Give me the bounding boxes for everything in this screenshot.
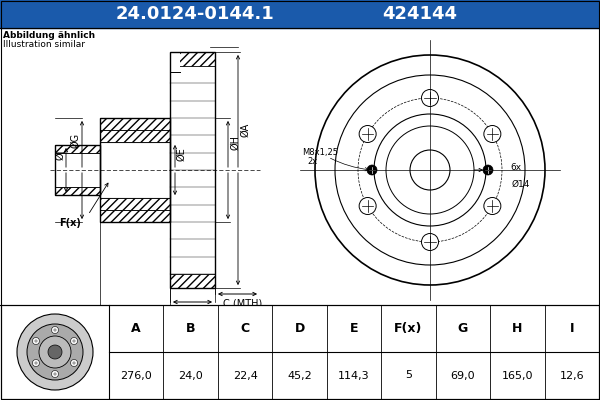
Bar [170, 52, 215, 288]
Text: 165,0: 165,0 [502, 370, 533, 380]
Circle shape [410, 150, 450, 190]
Circle shape [32, 360, 40, 366]
Circle shape [17, 314, 93, 390]
Text: 114,3: 114,3 [338, 370, 370, 380]
Circle shape [359, 126, 376, 142]
Bar [55, 153, 100, 187]
Text: D: D [131, 316, 139, 326]
Text: 22,4: 22,4 [233, 370, 257, 380]
Circle shape [484, 198, 501, 214]
Bar [55, 187, 100, 195]
Circle shape [71, 338, 77, 344]
Text: Illustration similar: Illustration similar [3, 40, 85, 49]
Text: 45,2: 45,2 [287, 370, 312, 380]
Text: ØG: ØG [70, 132, 80, 148]
Text: E: E [350, 322, 358, 335]
Text: Ø111: Ø111 [438, 176, 462, 185]
Text: 24.0124-0144.1: 24.0124-0144.1 [116, 5, 274, 23]
Circle shape [484, 126, 501, 142]
Bar [1, 305, 599, 399]
Bar [55, 145, 100, 153]
Text: F(x): F(x) [59, 218, 81, 228]
Bar [170, 66, 215, 274]
Text: H: H [512, 322, 523, 335]
Circle shape [32, 338, 40, 344]
Circle shape [48, 345, 62, 359]
Text: C (MTH): C (MTH) [223, 298, 262, 308]
Circle shape [386, 126, 474, 214]
Text: 24,0: 24,0 [178, 370, 203, 380]
Text: 69,0: 69,0 [451, 370, 475, 380]
Bar [170, 52, 180, 72]
Bar [100, 130, 170, 210]
Circle shape [27, 324, 83, 380]
Circle shape [374, 114, 486, 226]
Circle shape [52, 370, 58, 378]
Circle shape [367, 165, 377, 175]
Text: ØH: ØH [230, 134, 240, 150]
Text: 6x: 6x [510, 164, 521, 172]
Text: D: D [295, 322, 305, 335]
Text: 12,6: 12,6 [559, 370, 584, 380]
Bar [0, 0, 600, 28]
Bar [100, 118, 170, 222]
Circle shape [359, 198, 376, 214]
Text: Abbildung ähnlich: Abbildung ähnlich [3, 31, 95, 40]
Bar [100, 210, 170, 222]
Text: ØA: ØA [240, 123, 250, 137]
Circle shape [483, 165, 493, 175]
Bar [170, 274, 215, 288]
Text: 424144: 424144 [383, 5, 458, 23]
Circle shape [421, 90, 439, 106]
Text: ØE: ØE [176, 147, 186, 161]
Bar [55, 145, 100, 195]
Text: C: C [241, 322, 250, 335]
Circle shape [421, 234, 439, 250]
Bar [100, 130, 170, 142]
Bar [100, 118, 170, 130]
Text: F(x): F(x) [394, 322, 422, 335]
Circle shape [310, 50, 550, 290]
Bar [170, 52, 215, 66]
Text: 276,0: 276,0 [121, 370, 152, 380]
Bar [100, 142, 170, 198]
Circle shape [335, 75, 525, 265]
Text: Ø14: Ø14 [512, 180, 530, 188]
Bar [100, 198, 170, 210]
Text: B: B [186, 322, 196, 335]
Text: B: B [189, 306, 196, 316]
Text: A: A [131, 322, 141, 335]
Text: G: G [458, 322, 468, 335]
Text: 2x: 2x [307, 158, 317, 166]
Text: 5: 5 [405, 370, 412, 380]
Circle shape [71, 360, 77, 366]
Text: M8x1,25: M8x1,25 [302, 148, 338, 156]
Text: I: I [569, 322, 574, 335]
Circle shape [39, 336, 71, 368]
Text: ØI: ØI [55, 150, 65, 160]
Circle shape [315, 55, 545, 285]
Circle shape [52, 326, 59, 334]
